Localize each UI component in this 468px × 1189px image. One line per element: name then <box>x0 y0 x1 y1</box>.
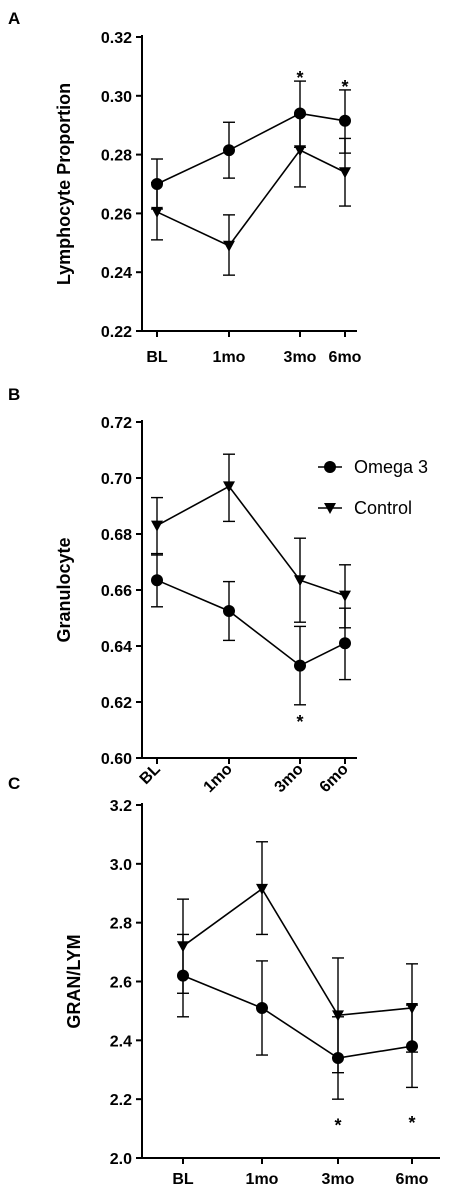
data-point-triangle <box>256 883 268 895</box>
x-tick-label: BL <box>146 349 168 366</box>
x-tick-label: 1mo <box>201 761 236 796</box>
data-point-circle <box>151 574 163 587</box>
y-tick-label: 0.70 <box>101 471 132 488</box>
y-tick-label: 0.30 <box>101 89 132 106</box>
y-tick-label: 0.72 <box>101 415 132 432</box>
y-tick-label: 0.64 <box>101 639 132 656</box>
x-tick-label: 3mo <box>284 349 317 366</box>
y-tick-label: 0.26 <box>101 206 132 223</box>
data-point-triangle <box>332 1010 344 1022</box>
y-tick-label: 0.22 <box>101 324 132 341</box>
x-tick-label: 3mo <box>322 1171 355 1188</box>
data-point-circle <box>223 605 235 617</box>
data-point-circle <box>294 107 306 120</box>
data-point-triangle <box>151 520 163 532</box>
chart-panel-c: C 2.0 2.2 2.4 2.6 2.8 3.0 3.2 BL 1mo 3mo 6mo GRAN/LY… <box>8 774 440 1188</box>
x-tick-label: 6mo <box>396 1171 429 1188</box>
data-point-circle <box>339 114 351 127</box>
series-line <box>156 485 346 597</box>
y-tick-label: 3.2 <box>110 798 132 815</box>
y-tick-label: 2.6 <box>110 975 132 992</box>
x-tick-label: 3mo <box>272 761 307 796</box>
y-tick-label: 0.28 <box>101 148 132 165</box>
data-point-triangle <box>223 240 235 252</box>
significance-star: * <box>334 1116 341 1136</box>
x-tick-label: 1mo <box>246 1171 279 1188</box>
significance-star: * <box>296 712 303 732</box>
y-axis-title: Granulocyte <box>54 537 74 642</box>
data-point-circle <box>294 659 306 672</box>
x-tick-label: 1mo <box>213 349 246 366</box>
y-tick-label: 0.66 <box>101 583 132 600</box>
y-tick-label: 2.8 <box>110 916 132 933</box>
x-tick-label: 6mo <box>317 761 352 796</box>
data-point-triangle <box>339 590 351 602</box>
data-point-triangle <box>339 167 351 179</box>
y-tick-label: 2.0 <box>110 1151 132 1168</box>
series-triangle <box>177 841 418 1074</box>
data-point-triangle <box>294 575 306 587</box>
legend-label: Omega 3 <box>354 457 428 477</box>
y-tick-label: 0.68 <box>101 527 132 544</box>
significance-star: * <box>341 77 348 97</box>
legend-marker-circle <box>324 461 336 473</box>
panel-label: C <box>8 774 20 793</box>
y-tick-label: 0.62 <box>101 695 132 712</box>
chart-panel-a: A 0.22 0.24 0.26 0.28 0.30 0.32 BL 1mo 3mo 6mo Lymp… <box>8 9 362 366</box>
panel-label: B <box>8 385 20 404</box>
y-tick-label: 2.4 <box>110 1033 132 1050</box>
series-circle <box>151 552 351 706</box>
data-point-circle <box>223 144 235 157</box>
legend: Omega 3 Control <box>318 457 428 518</box>
legend-label: Control <box>354 498 412 518</box>
series-line <box>156 112 346 185</box>
x-tick-label: BL <box>172 1171 194 1188</box>
data-point-circle <box>256 1001 268 1014</box>
series-triangle <box>151 453 351 629</box>
data-point-circle <box>339 637 351 650</box>
y-axis-title: GRAN/LYM <box>64 934 84 1028</box>
panel-label: A <box>8 9 20 28</box>
y-tick-label: 2.2 <box>110 1092 132 1109</box>
y-tick-label: 0.24 <box>101 265 132 282</box>
data-point-circle <box>177 969 189 982</box>
x-tick-label: 6mo <box>329 349 362 366</box>
data-point-circle <box>151 178 163 190</box>
data-point-triangle <box>223 481 235 493</box>
x-tick-label: BL <box>137 761 164 788</box>
y-tick-label: 3.0 <box>110 857 132 874</box>
series-line <box>156 579 346 667</box>
series-line <box>156 149 346 247</box>
significance-star: * <box>296 68 303 88</box>
y-tick-label: 0.60 <box>101 751 132 768</box>
series-circle <box>151 80 351 210</box>
y-axis-title: Lymphocyte Proportion <box>54 83 74 285</box>
series-line <box>182 974 413 1059</box>
data-point-circle <box>332 1051 344 1064</box>
series-line <box>182 887 413 1017</box>
legend-marker-triangle <box>324 503 336 514</box>
chart-panel-b: B 0.60 0.62 0.64 0.66 0.68 0.70 0.72 BL 1mo 3mo 6mo… <box>8 385 428 796</box>
series-circle <box>177 933 418 1100</box>
data-point-circle <box>406 1040 418 1053</box>
y-tick-label: 0.32 <box>101 30 132 47</box>
significance-star: * <box>408 1113 415 1133</box>
